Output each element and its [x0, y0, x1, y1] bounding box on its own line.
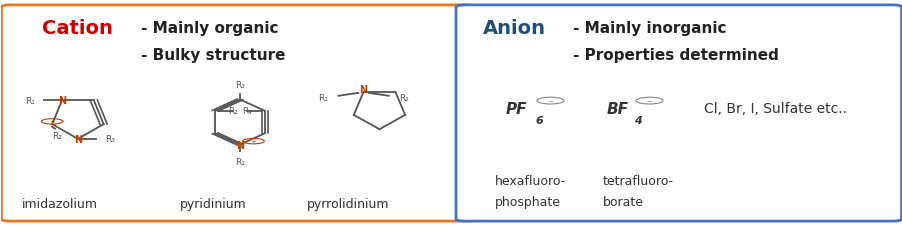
- Text: R₁: R₁: [235, 157, 244, 166]
- Text: Anion: Anion: [483, 19, 546, 38]
- Text: +: +: [50, 119, 55, 125]
- Text: R₁: R₁: [25, 96, 35, 105]
- Text: R₄: R₄: [242, 107, 252, 116]
- Text: R₁: R₁: [318, 94, 327, 102]
- Text: pyridinium: pyridinium: [179, 197, 246, 210]
- Text: 4: 4: [633, 115, 641, 125]
- Text: hexafluoro-: hexafluoro-: [494, 175, 566, 188]
- Text: N: N: [74, 134, 82, 144]
- Text: PF: PF: [505, 101, 527, 116]
- Text: - Mainly inorganic: - Mainly inorganic: [573, 21, 726, 36]
- Text: R₃: R₃: [235, 81, 244, 90]
- Text: imidazolium: imidazolium: [22, 197, 97, 210]
- Text: phosphate: phosphate: [494, 195, 560, 208]
- FancyBboxPatch shape: [2, 6, 474, 221]
- Text: BF: BF: [605, 101, 628, 116]
- Text: N: N: [235, 140, 244, 150]
- Text: 6: 6: [535, 115, 542, 125]
- Text: pyrrolidinium: pyrrolidinium: [307, 197, 389, 210]
- Text: - Properties determined: - Properties determined: [573, 48, 778, 63]
- Text: tetrafluoro-: tetrafluoro-: [602, 175, 673, 188]
- Text: −: −: [646, 98, 652, 104]
- Text: −: −: [547, 98, 553, 104]
- Text: - Mainly organic: - Mainly organic: [141, 21, 278, 36]
- Text: R₂: R₂: [51, 132, 61, 141]
- Text: R₃: R₃: [105, 135, 115, 144]
- Text: - Bulky structure: - Bulky structure: [141, 48, 285, 63]
- Text: Cation: Cation: [41, 19, 113, 38]
- Text: N: N: [58, 96, 66, 106]
- Text: R₂: R₂: [228, 107, 237, 116]
- FancyBboxPatch shape: [456, 6, 900, 221]
- Text: borate: borate: [602, 195, 643, 208]
- Text: +: +: [250, 138, 256, 145]
- Text: N: N: [359, 85, 367, 95]
- Text: Cl, Br, I, Sulfate etc..: Cl, Br, I, Sulfate etc..: [703, 102, 845, 116]
- Text: R₂: R₂: [400, 94, 409, 102]
